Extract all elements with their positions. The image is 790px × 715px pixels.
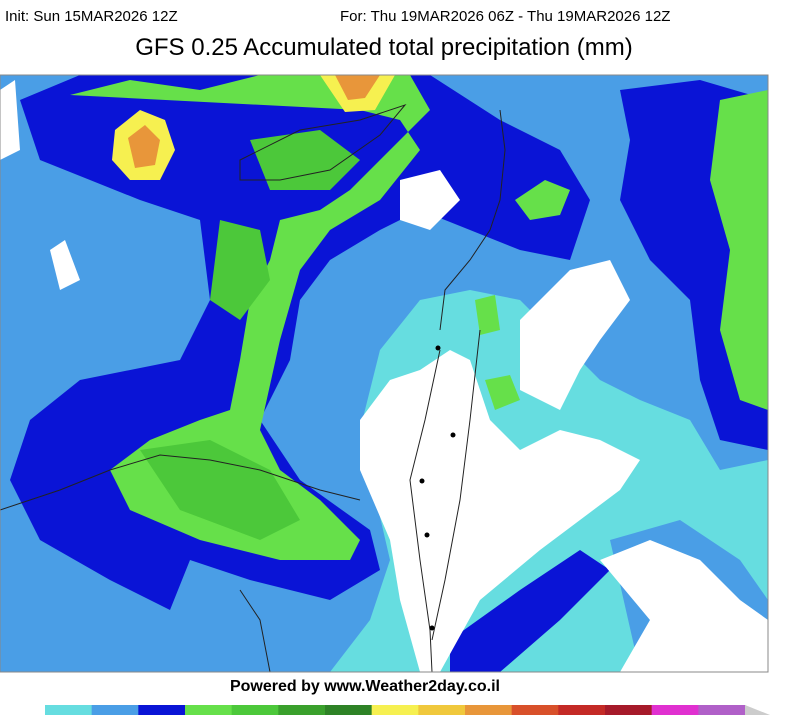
colorbar-swatch bbox=[418, 705, 466, 715]
colorbar-swatch bbox=[231, 705, 279, 715]
init-time: Init: Sun 15MAR2026 12Z bbox=[5, 8, 178, 25]
colorbar-swatch bbox=[138, 705, 186, 715]
map-title: GFS 0.25 Accumulated total precipitation… bbox=[135, 34, 633, 61]
colorbar-swatch bbox=[465, 705, 513, 715]
colorbar-swatch bbox=[185, 705, 233, 715]
colorbar-swatch bbox=[605, 705, 653, 715]
colorbar-swatch bbox=[278, 705, 326, 715]
colorbar-end bbox=[745, 705, 770, 715]
valid-time: For: Thu 19MAR2026 06Z - Thu 19MAR2026 1… bbox=[340, 8, 671, 25]
colorbar-swatch bbox=[91, 705, 139, 715]
precip-map bbox=[0, 74, 769, 673]
credit: Powered by www.Weather2day.co.il bbox=[229, 678, 500, 695]
colorbar bbox=[45, 705, 770, 715]
colorbar-swatch bbox=[558, 705, 606, 715]
colorbar-swatch bbox=[45, 705, 93, 715]
colorbar-swatch bbox=[325, 705, 373, 715]
colorbar-swatch bbox=[651, 705, 699, 715]
colorbar-swatch bbox=[698, 705, 746, 715]
colorbar-swatch bbox=[511, 705, 559, 715]
colorbar-swatch bbox=[371, 705, 419, 715]
